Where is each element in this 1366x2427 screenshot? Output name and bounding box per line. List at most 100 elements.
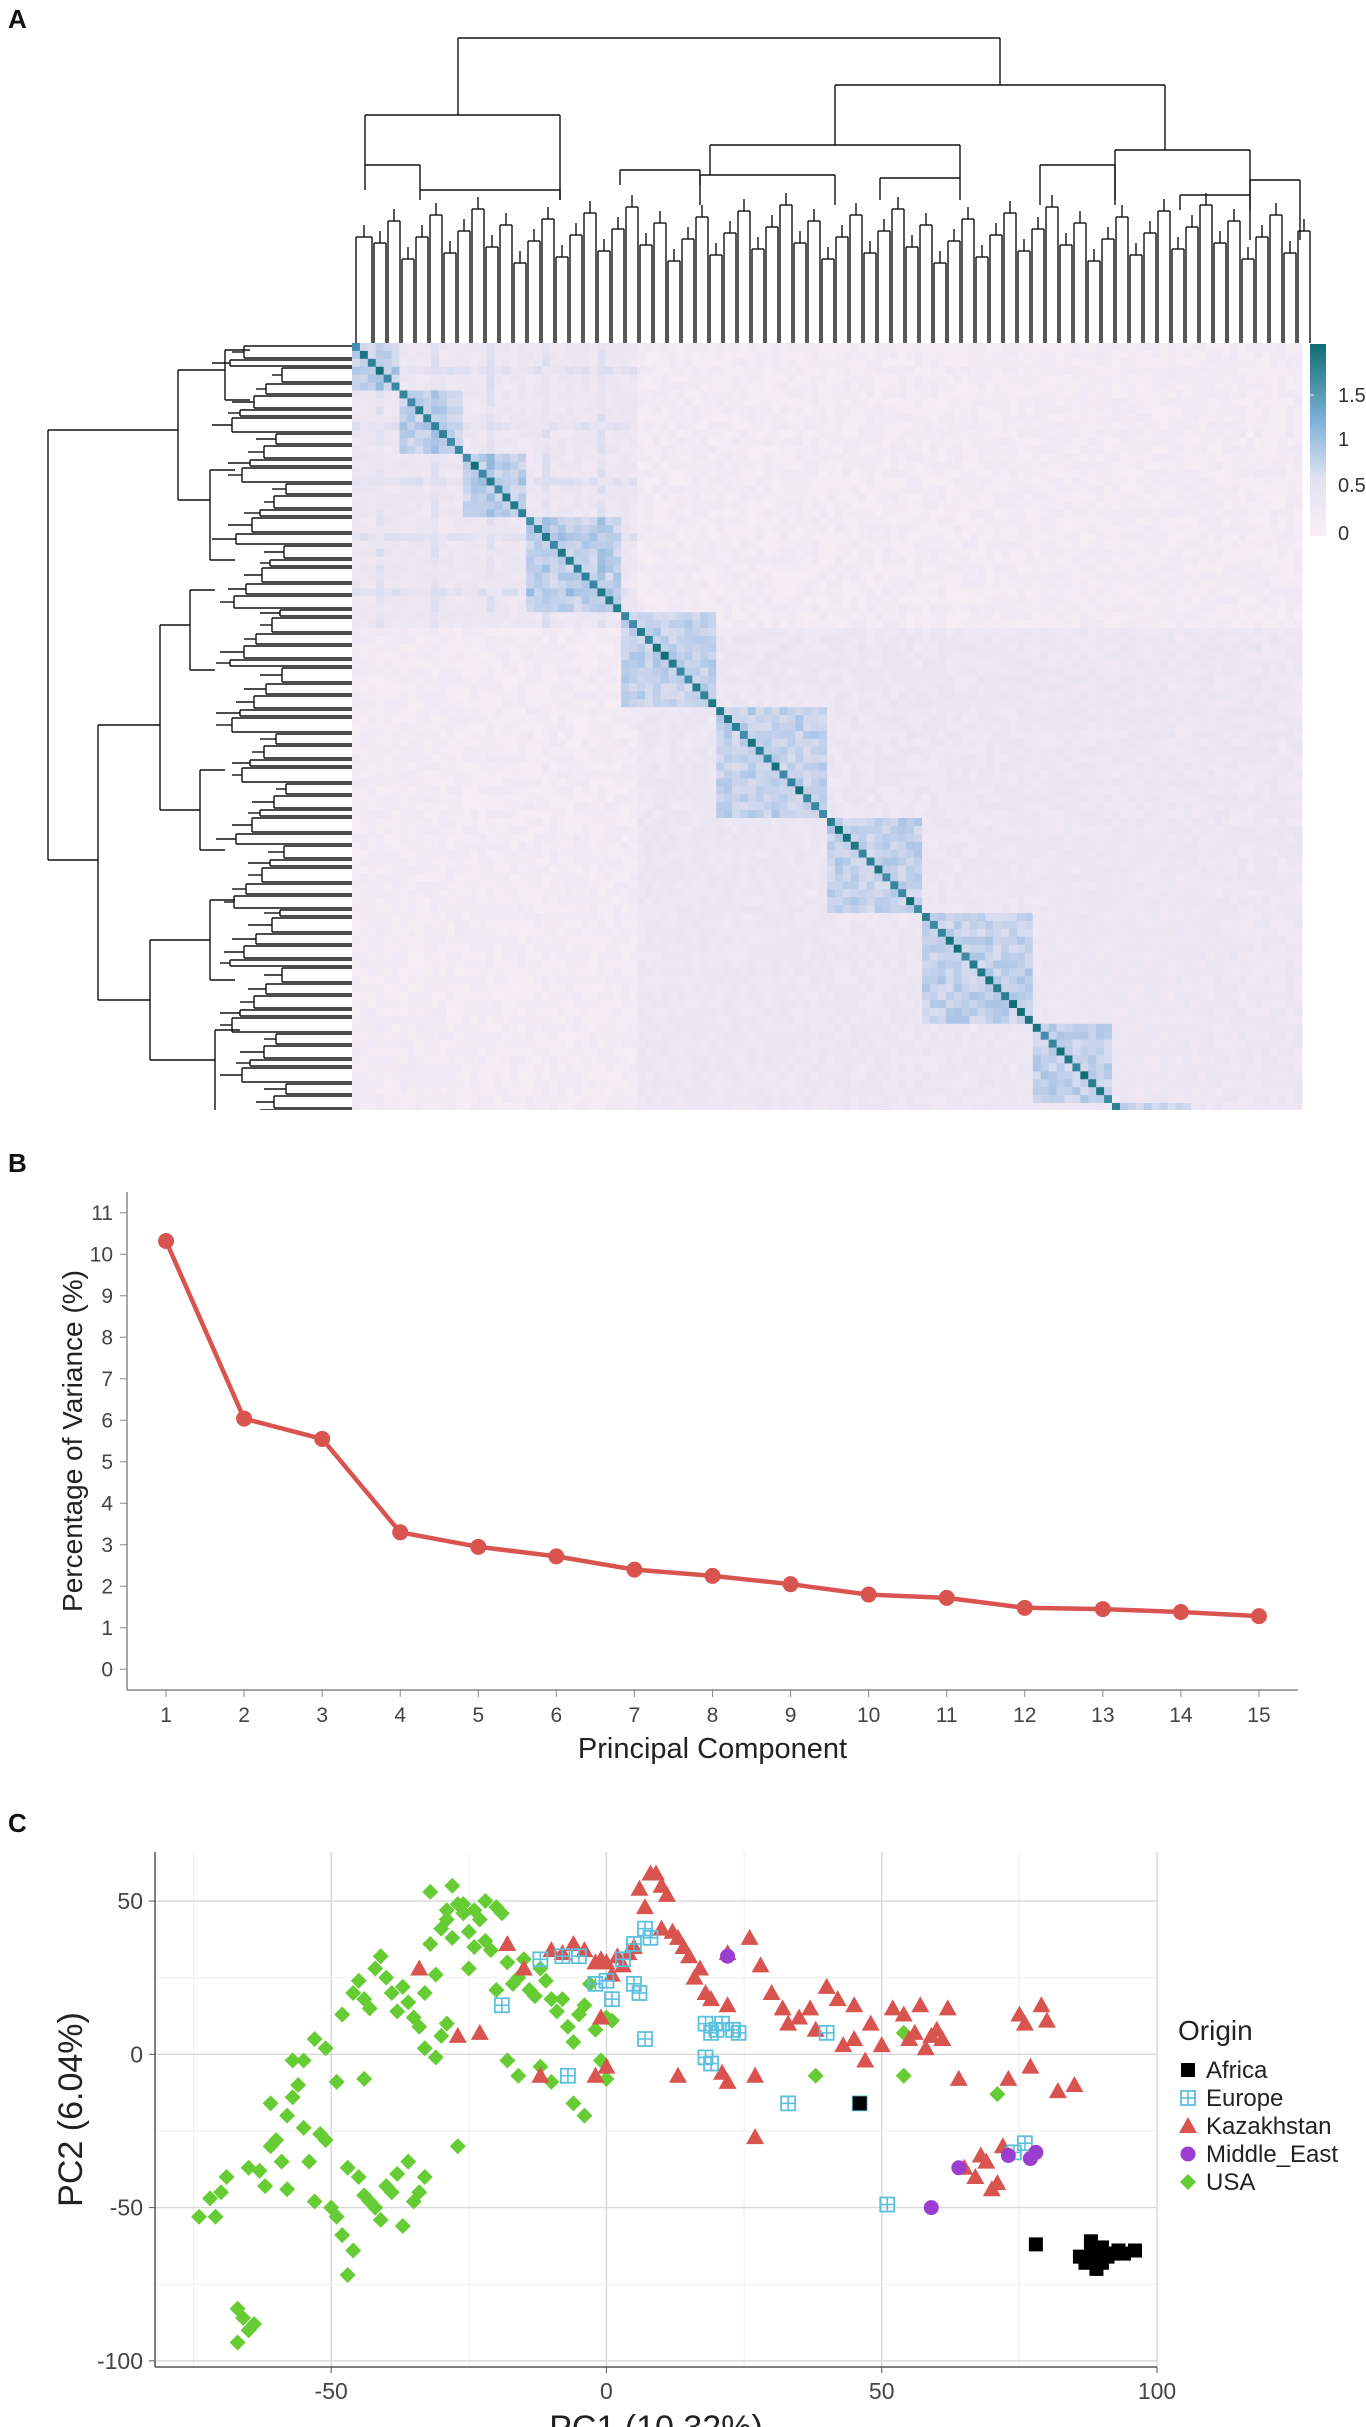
heatmap-cell <box>644 540 654 550</box>
heatmap-cell <box>834 390 844 399</box>
heatmap-cell <box>684 556 693 566</box>
heatmap-cell <box>795 564 804 573</box>
heatmap-cell <box>945 493 955 502</box>
heatmap-cell <box>961 414 970 423</box>
heatmap-cell <box>565 477 575 486</box>
heatmap-cell <box>439 564 448 573</box>
heatmap-cell <box>1127 548 1137 558</box>
heatmap-cell <box>478 430 487 439</box>
heatmap-cell <box>803 390 812 399</box>
heatmap-cell <box>692 612 701 621</box>
heatmap-cell <box>1104 430 1113 439</box>
heatmap-cell <box>1119 422 1129 431</box>
heatmap-cell <box>470 533 480 542</box>
heatmap-cell <box>1072 390 1081 399</box>
heatmap-cell <box>1278 422 1287 431</box>
heatmap-cell <box>1017 406 1026 415</box>
heatmap-cell <box>692 438 701 447</box>
heatmap-cell <box>1199 445 1208 455</box>
heatmap-cell <box>914 604 923 613</box>
heatmap-cell <box>1001 461 1010 471</box>
heatmap-cell <box>518 525 527 534</box>
heatmap-cell <box>827 469 836 478</box>
heatmap-cell <box>929 604 939 613</box>
heatmap-cell <box>906 540 915 550</box>
heatmap-cell <box>985 477 994 486</box>
heatmap-cell <box>1088 406 1097 415</box>
heatmap-cell <box>1222 588 1232 597</box>
heatmap-cell <box>605 533 614 542</box>
heatmap-cell <box>1032 509 1042 518</box>
heatmap-cell <box>1191 374 1200 383</box>
heatmap-cell <box>478 604 487 613</box>
heatmap-cell <box>399 580 408 589</box>
heatmap-cell <box>795 469 804 478</box>
heatmap-cell <box>1096 461 1105 471</box>
heatmap-cell <box>367 620 377 629</box>
heatmap-cell <box>1096 533 1105 542</box>
heatmap-cell <box>1104 461 1113 471</box>
heatmap-cell <box>1072 406 1081 415</box>
heatmap-cell <box>431 445 440 455</box>
heatmap-cell <box>1112 382 1121 391</box>
heatmap-cell <box>1112 620 1121 629</box>
heatmap-cell <box>367 517 377 526</box>
heatmap-cell <box>478 358 487 368</box>
heatmap-cell <box>621 477 630 486</box>
heatmap-cell <box>1135 525 1145 534</box>
heatmap-cell <box>478 580 487 589</box>
heatmap-cell <box>660 477 670 486</box>
heatmap-cell <box>1112 501 1121 510</box>
heatmap-cell <box>842 501 852 510</box>
heatmap-cell <box>486 430 495 439</box>
heatmap-cell <box>415 564 424 573</box>
heatmap-cell <box>1032 596 1042 605</box>
heatmap-cell <box>383 580 392 589</box>
heatmap-cell <box>454 612 464 621</box>
heatmap-cell <box>1135 469 1145 478</box>
heatmap-cell <box>1064 588 1073 597</box>
heatmap-cell <box>613 398 622 407</box>
heatmap-cell <box>969 414 978 423</box>
heatmap-cell <box>866 525 875 534</box>
heatmap-cell <box>1135 390 1145 399</box>
heatmap-cell <box>1088 477 1097 486</box>
heatmap-cell <box>399 556 408 566</box>
heatmap-cell <box>1096 517 1105 526</box>
heatmap-cell <box>1001 612 1010 621</box>
heatmap-cell <box>637 350 646 360</box>
heatmap-cell <box>423 343 432 352</box>
heatmap-cell <box>692 517 701 526</box>
heatmap-cell <box>1207 390 1216 399</box>
heatmap-cell <box>359 548 369 558</box>
heatmap-cell <box>1254 390 1263 399</box>
heatmap-cell <box>1159 533 1168 542</box>
heatmap-cell <box>937 572 947 581</box>
heatmap-cell <box>724 540 733 550</box>
heatmap-cell <box>359 453 369 463</box>
heatmap-cell <box>763 501 772 510</box>
heatmap-cell <box>462 612 472 621</box>
heatmap-cell <box>534 485 543 494</box>
heatmap-cell <box>937 358 947 368</box>
heatmap-cell <box>771 366 780 376</box>
heatmap-cell <box>1048 477 1057 486</box>
heatmap-cell <box>605 374 614 383</box>
heatmap-cell <box>510 438 519 447</box>
heatmap-cell <box>1278 445 1287 455</box>
heatmap-cell <box>1278 556 1287 566</box>
heatmap-cell <box>470 461 480 471</box>
heatmap-cell <box>914 493 923 502</box>
heatmap-cell <box>1270 588 1279 597</box>
heatmap-cell <box>367 398 377 407</box>
heatmap-cell <box>1222 501 1232 510</box>
heatmap-cell <box>629 366 638 376</box>
heatmap-cell <box>1127 596 1137 605</box>
heatmap-cell <box>391 422 400 431</box>
heatmap-cell <box>977 493 986 502</box>
heatmap-cell <box>1199 398 1208 407</box>
heatmap-cell <box>1001 382 1010 391</box>
heatmap-cell <box>906 588 915 597</box>
heatmap-cell <box>922 533 931 542</box>
heatmap-cell <box>1135 493 1145 502</box>
